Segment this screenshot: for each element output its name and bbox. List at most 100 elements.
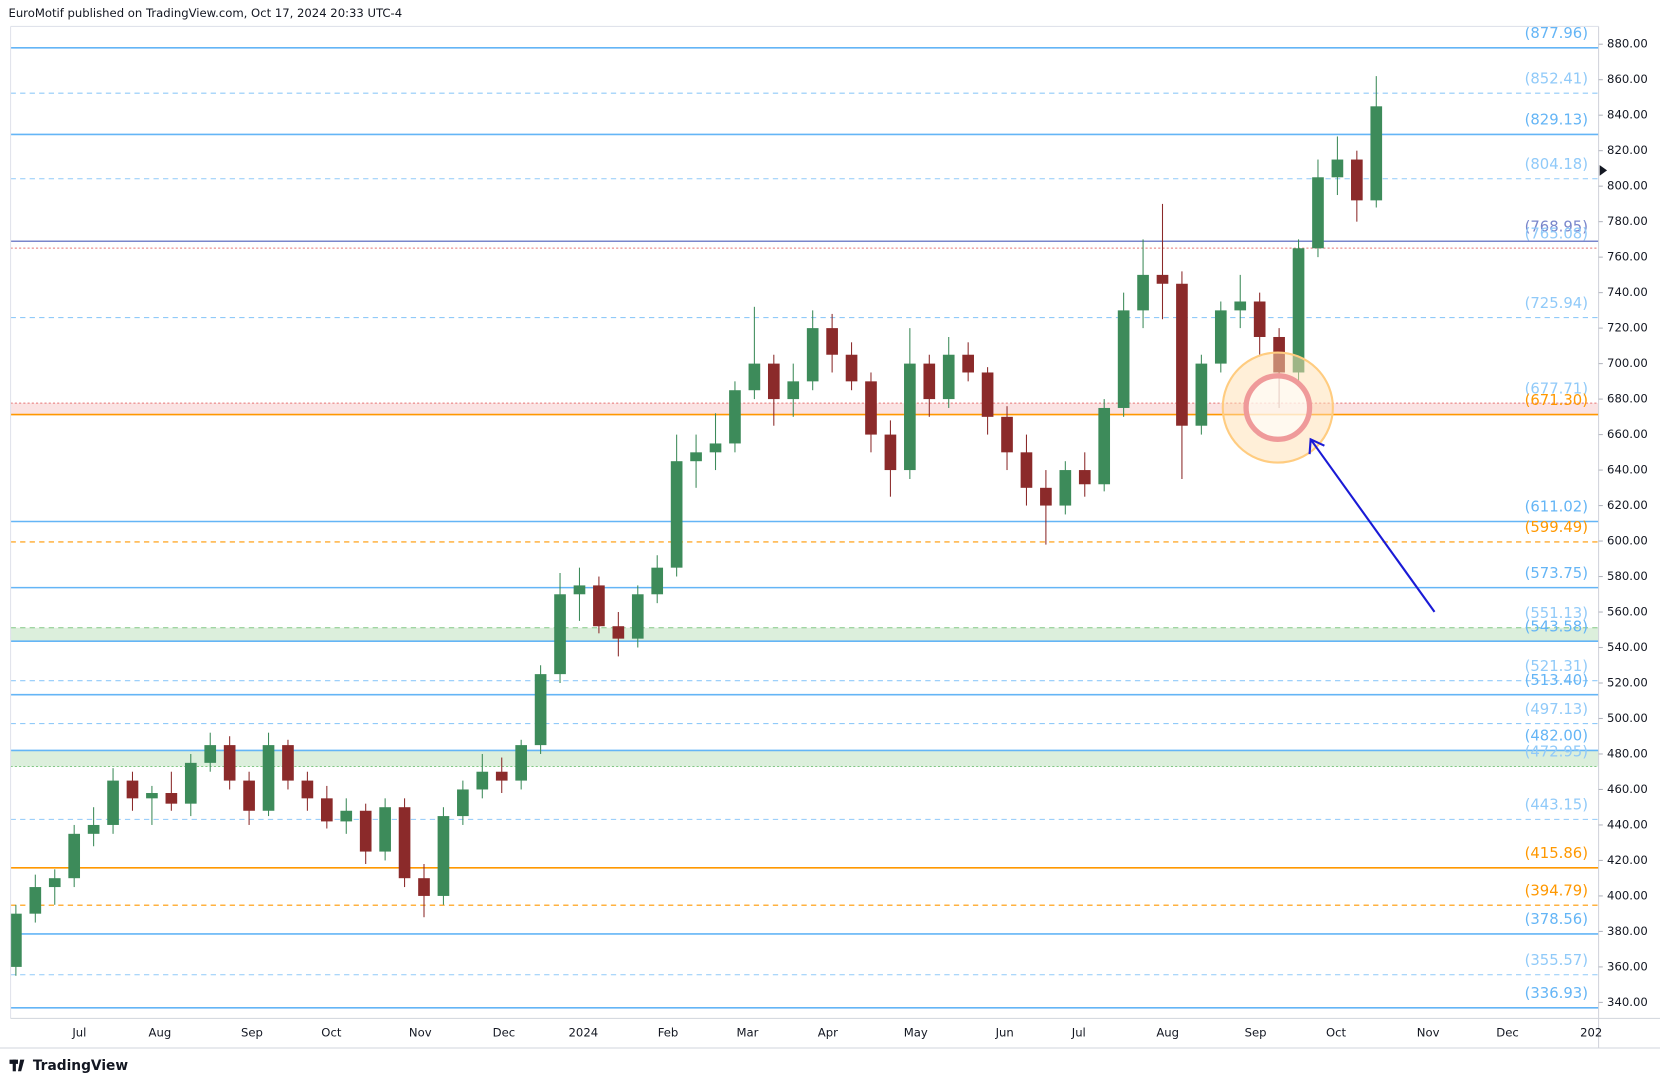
y-tick-label: 720.00 (1607, 321, 1648, 335)
level-label: (415.86) (1525, 845, 1588, 862)
x-tick-label: Oct (321, 1026, 342, 1040)
level-label: (877.96) (1525, 25, 1588, 42)
zone (10, 750, 1599, 767)
candle-body (282, 745, 294, 781)
candle-body (379, 807, 391, 852)
candle-body (1214, 310, 1227, 364)
y-tick-label: 840.00 (1607, 108, 1648, 122)
y-tick-label: 740.00 (1607, 285, 1648, 299)
y-tick-label: 360.00 (1607, 959, 1648, 973)
candle-body (437, 816, 450, 896)
level-label: (394.79) (1525, 882, 1588, 899)
level-label: (482.00) (1525, 728, 1588, 745)
candle-body (495, 771, 508, 781)
y-tick-label: 700.00 (1607, 356, 1648, 370)
y-tick-label: 860.00 (1607, 72, 1648, 86)
y-tick-label: 640.00 (1607, 463, 1648, 477)
candle-body (1234, 301, 1247, 311)
annotation-arrow (1308, 437, 1436, 613)
candle-body (593, 585, 605, 627)
candle-body (146, 793, 158, 799)
zone (10, 403, 1599, 415)
candle-body (10, 913, 22, 967)
y-tick-label: 520.00 (1607, 676, 1648, 690)
x-tick-label: Apr (818, 1026, 838, 1040)
x-tick-label: Dec (493, 1026, 516, 1040)
candle-body (359, 810, 372, 852)
y-tick-label: 760.00 (1607, 250, 1648, 264)
y-tick-label: 780.00 (1607, 214, 1648, 228)
candle-body (1001, 416, 1013, 453)
candle-body (670, 461, 683, 568)
x-tick-label: 202 (1580, 1026, 1602, 1040)
y-tick-label: 420.00 (1607, 853, 1648, 867)
x-tick-label: Sep (241, 1026, 263, 1040)
candle-body (826, 328, 838, 355)
level-label: (551.13) (1525, 605, 1588, 622)
candle-body (554, 594, 566, 675)
candle-body (787, 381, 800, 400)
annotation-circle (1221, 351, 1334, 464)
y-tick-label: 580.00 (1607, 569, 1648, 583)
candle-body (1195, 363, 1208, 426)
level-label: (829.13) (1525, 112, 1588, 129)
y-tick-label: 620.00 (1607, 498, 1648, 512)
last-price-marker (1599, 165, 1608, 176)
candle-body (1059, 470, 1072, 506)
level-label: (573.75) (1525, 565, 1588, 582)
candle-body (68, 833, 81, 879)
candle-body (942, 354, 955, 400)
y-tick-label: 800.00 (1607, 179, 1648, 193)
candle-body (418, 878, 430, 896)
candle-body (573, 585, 586, 595)
candle-body (1137, 274, 1149, 311)
candle-body (631, 594, 644, 639)
y-tick-label: 400.00 (1607, 888, 1648, 902)
candle-body (204, 745, 217, 763)
level-label: (768.95) (1525, 218, 1588, 235)
level-label: (611.02) (1525, 499, 1588, 516)
candle-body (1156, 274, 1169, 284)
x-tick-label: Mar (736, 1026, 758, 1040)
level-label: (513.40) (1525, 672, 1588, 689)
candle-body (48, 878, 61, 888)
candle-body (126, 780, 139, 799)
candle-body (865, 381, 877, 435)
level-label: (355.57) (1525, 952, 1588, 969)
x-tick-label: Jul (71, 1026, 86, 1040)
x-tick-label: Oct (1326, 1026, 1347, 1040)
y-tick-label: 480.00 (1607, 746, 1648, 760)
level-label: (765.08) (1525, 225, 1588, 242)
x-tick-label: Nov (1417, 1026, 1440, 1040)
candle-body (1351, 159, 1363, 201)
y-tick-label: 540.00 (1607, 640, 1648, 654)
y-tick-label: 340.00 (1607, 995, 1648, 1009)
candle-body (1078, 470, 1091, 485)
candle-body (1292, 248, 1305, 373)
footer-brand: TradingView (33, 1058, 129, 1074)
candle-body (1020, 452, 1033, 488)
y-tick-label: 560.00 (1607, 605, 1648, 619)
x-tick-label: 2024 (569, 1026, 599, 1040)
candle-body (262, 745, 275, 811)
zone (10, 627, 1599, 642)
candle-body (767, 363, 780, 400)
y-tick-label: 500.00 (1607, 711, 1648, 725)
candle-body (457, 789, 469, 817)
candle-body (709, 443, 722, 453)
level-label: (443.15) (1525, 797, 1588, 814)
candle-body (845, 354, 858, 382)
candle-body (923, 363, 936, 400)
y-tick-label: 660.00 (1607, 427, 1648, 441)
candle-body (87, 824, 100, 834)
arrow-head (1308, 437, 1325, 455)
level-label: (677.71) (1525, 380, 1588, 397)
level-label: (472.95) (1525, 744, 1588, 761)
candle-body (806, 328, 819, 382)
candle-body (729, 390, 741, 444)
highlight-ring (1243, 373, 1313, 442)
x-tick-label: Dec (1496, 1026, 1519, 1040)
candle-body (184, 762, 197, 804)
logo-mark (17, 1059, 25, 1072)
